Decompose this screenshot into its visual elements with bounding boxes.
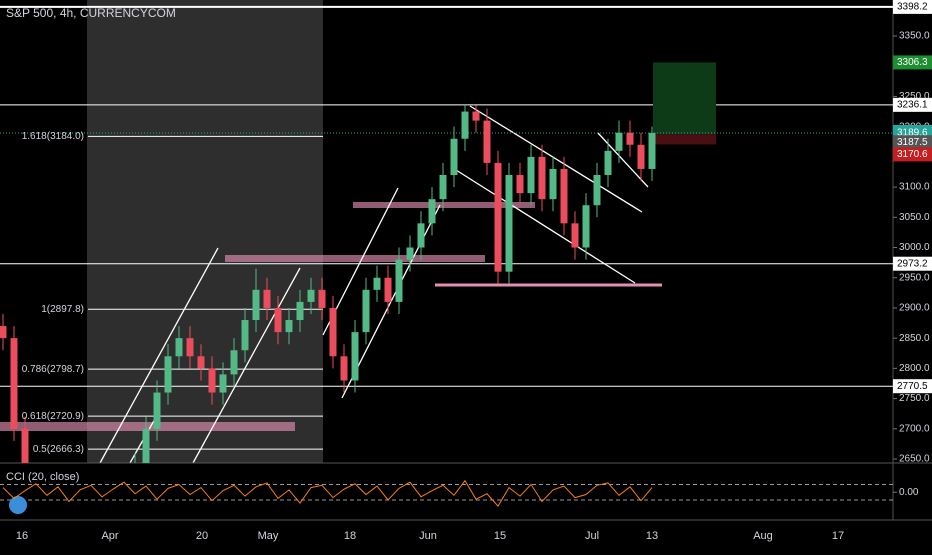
candle-body bbox=[11, 338, 18, 429]
entry-label: 3187.5 bbox=[897, 137, 928, 148]
y-tick-label: 2800.0 bbox=[899, 363, 930, 374]
x-tick-label: 16 bbox=[16, 530, 28, 542]
y-tick-label: 3000.0 bbox=[899, 242, 930, 253]
logo bbox=[9, 496, 27, 514]
fib-label: 0.618(2720.9) bbox=[22, 411, 84, 422]
candle-body bbox=[374, 278, 381, 290]
x-tick-label: 17 bbox=[832, 530, 844, 542]
candle-body bbox=[451, 139, 458, 175]
fib-label: 0.786(2798.7) bbox=[22, 364, 84, 375]
candle-body bbox=[605, 151, 612, 175]
candle-body bbox=[0, 326, 7, 338]
candle-body bbox=[561, 169, 568, 223]
y-tick-label: 3350.0 bbox=[899, 31, 930, 42]
candle-body bbox=[440, 175, 447, 199]
y-tick-label: 2750.0 bbox=[899, 393, 930, 404]
candle-body bbox=[616, 133, 623, 151]
indicator-name: CCI (20, close) bbox=[6, 471, 79, 483]
zone bbox=[225, 255, 485, 262]
candle-body bbox=[319, 290, 326, 308]
y-tick-label: 3100.0 bbox=[899, 182, 930, 193]
candle-body bbox=[528, 157, 535, 193]
x-tick-label: Jun bbox=[419, 530, 437, 542]
candle-body bbox=[649, 133, 656, 169]
price-label: 2973.2 bbox=[897, 258, 928, 269]
candle-body bbox=[165, 356, 172, 392]
x-tick-label: Jul bbox=[585, 530, 599, 542]
candle-body bbox=[198, 356, 205, 368]
candle-body bbox=[594, 175, 601, 205]
candle-body bbox=[462, 112, 469, 139]
candle-body bbox=[517, 175, 524, 193]
candle-body bbox=[352, 332, 359, 380]
candle-body bbox=[539, 157, 546, 199]
candle-body bbox=[286, 320, 293, 332]
candle-body bbox=[506, 175, 513, 272]
candle-body bbox=[638, 145, 645, 169]
candle-body bbox=[396, 260, 403, 302]
candle-body bbox=[308, 290, 315, 302]
y-tick-label: 2900.0 bbox=[899, 303, 930, 314]
fib-label: 0.5(2666.3) bbox=[33, 444, 84, 455]
candle-body bbox=[242, 320, 249, 350]
candle-body bbox=[550, 169, 557, 199]
y-tick-label: 2700.0 bbox=[899, 423, 930, 434]
x-tick-label: Apr bbox=[101, 530, 118, 542]
price-label: 3236.1 bbox=[897, 99, 928, 110]
price-label: 3398.2 bbox=[897, 2, 928, 13]
candle-body bbox=[429, 199, 436, 223]
candle-body bbox=[418, 223, 425, 247]
target-zone bbox=[653, 62, 716, 134]
candle-body bbox=[253, 290, 260, 320]
candle-body bbox=[220, 374, 227, 392]
candle-body bbox=[231, 350, 238, 374]
candle-body bbox=[330, 308, 337, 356]
chart-title: S&P 500, 4h, CURRENCYCOM bbox=[6, 6, 176, 20]
y-tick-label: 2950.0 bbox=[899, 272, 930, 283]
candle-body bbox=[363, 290, 370, 332]
x-tick-label: 13 bbox=[646, 530, 658, 542]
stop-label: 3170.6 bbox=[897, 149, 928, 160]
candle-body bbox=[275, 308, 282, 332]
y-tick-label: 3050.0 bbox=[899, 212, 930, 223]
fib-label: 1.618(3184.0) bbox=[22, 131, 84, 142]
candle-body bbox=[264, 290, 271, 308]
stop-zone bbox=[653, 134, 716, 144]
indicator-tick-label: 0.00 bbox=[899, 487, 919, 498]
candle-body bbox=[484, 121, 491, 163]
x-tick-label: 18 bbox=[344, 530, 356, 542]
price-label: 2770.5 bbox=[897, 381, 928, 392]
candle-body bbox=[187, 338, 194, 356]
candle-body bbox=[154, 393, 161, 429]
x-tick-label: 15 bbox=[494, 530, 506, 542]
x-tick-label: May bbox=[258, 530, 279, 542]
candle-body bbox=[143, 429, 150, 465]
candle-body bbox=[176, 338, 183, 356]
candle-body bbox=[473, 112, 480, 121]
candle-body bbox=[572, 223, 579, 247]
x-tick-label: 20 bbox=[196, 530, 208, 542]
candle-body bbox=[385, 278, 392, 302]
candle-body bbox=[627, 133, 634, 145]
y-tick-label: 2850.0 bbox=[899, 333, 930, 344]
fib-label: 1(2897.8) bbox=[41, 304, 84, 315]
target-label: 3306.3 bbox=[897, 57, 928, 68]
candle-body bbox=[583, 205, 590, 247]
candle-body bbox=[407, 248, 414, 260]
candle-body bbox=[209, 368, 216, 392]
highlight-range bbox=[87, 0, 323, 463]
candle-body bbox=[341, 356, 348, 380]
x-tick-label: Aug bbox=[753, 530, 773, 542]
candle-body bbox=[495, 163, 502, 272]
candle-body bbox=[297, 302, 304, 320]
